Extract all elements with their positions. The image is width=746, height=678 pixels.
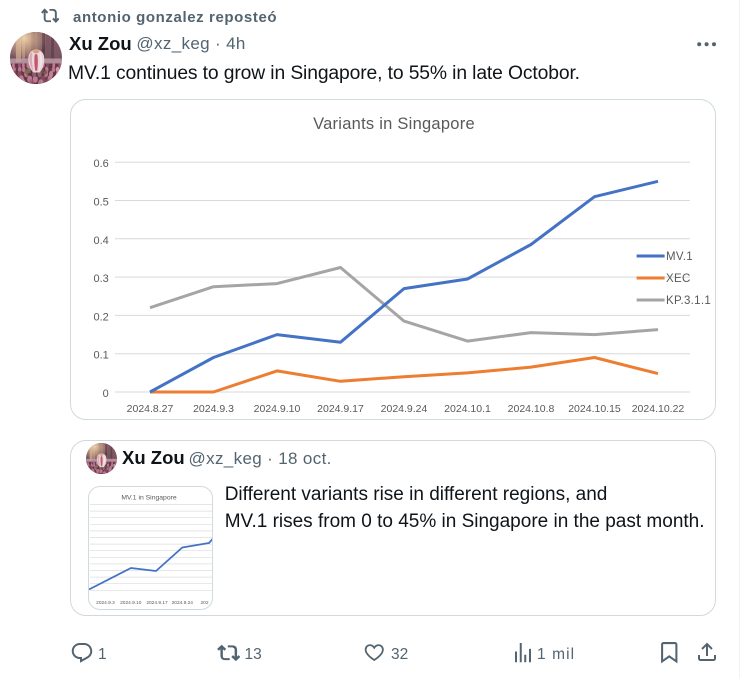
svg-text:2024.9.24: 2024.9.24 bbox=[172, 600, 194, 606]
svg-text:0: 0 bbox=[103, 388, 109, 400]
svg-text:KP.3.1.1: KP.3.1.1 bbox=[666, 295, 711, 307]
svg-text:0.5: 0.5 bbox=[94, 197, 109, 209]
svg-text:2024.9.10: 2024.9.10 bbox=[254, 403, 301, 415]
svg-text:202: 202 bbox=[200, 600, 208, 606]
svg-text:MV.1: MV.1 bbox=[666, 251, 693, 263]
svg-text:XEC: XEC bbox=[666, 273, 691, 285]
svg-text:2024.9.3: 2024.9.3 bbox=[96, 600, 115, 606]
svg-text:2024.9.10: 2024.9.10 bbox=[120, 600, 142, 606]
svg-text:0.3: 0.3 bbox=[94, 273, 109, 285]
svg-text:2024.10.15: 2024.10.15 bbox=[568, 403, 621, 415]
svg-text:2024.10.1: 2024.10.1 bbox=[444, 403, 491, 415]
svg-text:2024.9.3: 2024.9.3 bbox=[193, 403, 234, 415]
svg-text:2024.9.24: 2024.9.24 bbox=[381, 403, 428, 415]
svg-text:2024.8.27: 2024.8.27 bbox=[127, 403, 174, 415]
svg-text:2024.9.17: 2024.9.17 bbox=[146, 600, 168, 606]
svg-text:0.4: 0.4 bbox=[94, 235, 109, 247]
svg-text:Variants in Singapore: Variants in Singapore bbox=[313, 115, 475, 133]
svg-text:2024.10.22: 2024.10.22 bbox=[632, 403, 685, 415]
svg-text:2024.10.8: 2024.10.8 bbox=[508, 403, 555, 415]
svg-text:0.6: 0.6 bbox=[94, 158, 109, 170]
svg-text:2024.9.17: 2024.9.17 bbox=[317, 403, 364, 415]
svg-text:0.1: 0.1 bbox=[94, 350, 109, 362]
svg-text:MV.1 in Singapore: MV.1 in Singapore bbox=[121, 495, 177, 502]
svg-text:0.2: 0.2 bbox=[94, 311, 109, 323]
